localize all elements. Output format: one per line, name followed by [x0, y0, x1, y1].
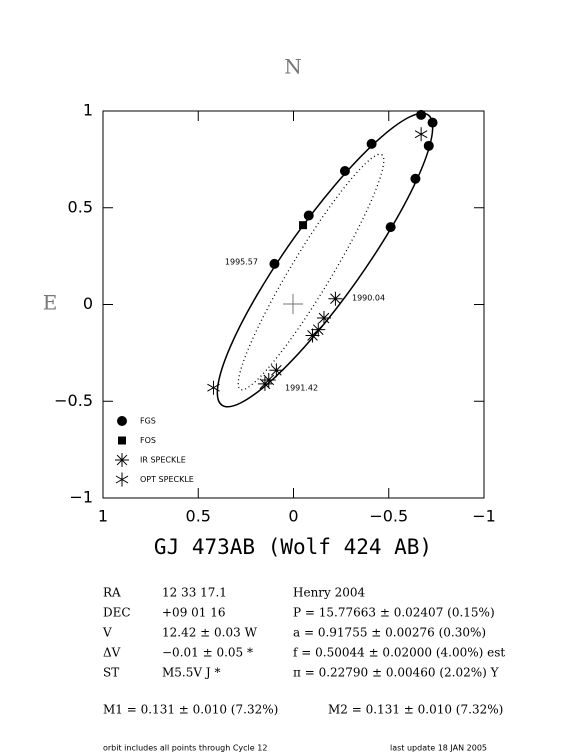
- point: [410, 173, 421, 184]
- y-tick-label: 0: [83, 294, 93, 313]
- point: [385, 222, 396, 233]
- point: [269, 258, 280, 269]
- point: [269, 363, 284, 378]
- point: [311, 322, 326, 337]
- x-tick-label: 1: [98, 507, 108, 526]
- legend-marker: [118, 436, 126, 445]
- annotation: 1990.04: [352, 294, 385, 303]
- legend-marker: [115, 472, 129, 487]
- point: [414, 127, 428, 142]
- info-text: −0.01 ± 0.05 *: [162, 646, 253, 660]
- annotation: 1991.42: [285, 384, 318, 393]
- point: [366, 138, 377, 149]
- info-text: 12 33 17.1: [162, 586, 227, 600]
- true-orbit: [237, 153, 385, 391]
- info-text: V: [102, 626, 112, 640]
- point: [339, 165, 350, 176]
- x-tick-label: −1: [472, 507, 496, 526]
- legend-marker: [115, 453, 129, 467]
- y-tick-label: 0.5: [68, 197, 93, 216]
- point: [316, 311, 331, 326]
- info-text: ΔV: [103, 646, 121, 660]
- x-tick-label: 0.5: [186, 507, 211, 526]
- footer-text: orbit includes all points through Cycle …: [103, 744, 267, 753]
- info-text: Henry 2004: [293, 586, 366, 600]
- legend-label: IR SPECKLE: [140, 456, 186, 465]
- info-text: f = 0.50044 ± 0.02000 (4.00%) est: [293, 646, 505, 660]
- center-cross: [283, 294, 303, 314]
- info-text: π = 0.22790 ± 0.00460 (2.02%) Y: [293, 666, 500, 680]
- point: [416, 109, 427, 120]
- east-label: E: [43, 291, 58, 315]
- x-tick-label: −0.5: [369, 507, 408, 526]
- info-text: 12.42 ± 0.03 W: [162, 626, 258, 640]
- point: [257, 376, 272, 391]
- orbit: [216, 112, 434, 408]
- point: [305, 328, 320, 343]
- point: [427, 117, 438, 128]
- y-tick-label: −1: [69, 488, 93, 507]
- info-text: DEC: [103, 606, 131, 620]
- info-text: P = 15.77663 ± 0.02407 (0.15%): [293, 606, 495, 620]
- point: [328, 291, 343, 306]
- info-text: a = 0.91755 ± 0.00276 (0.30%): [293, 626, 486, 640]
- legend-label: OPT SPECKLE: [140, 475, 194, 484]
- y-tick-label: −0.5: [54, 391, 93, 410]
- north-label: N: [284, 55, 302, 79]
- info-block: RA 12 33 17.1 Henry 2004 DEC +09 01 16 P = 15…: [102, 586, 505, 753]
- point: [299, 221, 308, 230]
- info-text: M5.5V J *: [162, 666, 220, 680]
- y-tick-label: 1: [83, 101, 93, 120]
- legend-marker: [117, 416, 127, 426]
- footer-text: last update 18 JAN 2005: [390, 744, 487, 753]
- info-text: ST: [103, 666, 119, 680]
- info-text: RA: [103, 586, 121, 600]
- x-tick-label: 0: [288, 507, 298, 526]
- mass-text: M2 = 0.131 ± 0.010 (7.32%): [328, 703, 503, 717]
- point: [207, 380, 220, 395]
- point: [423, 140, 434, 151]
- legend-label: FGS: [140, 417, 156, 426]
- point: [303, 210, 314, 221]
- annotation: 1995.57: [225, 258, 258, 267]
- legend-label: FOS: [140, 436, 156, 445]
- x-axis-title: GJ 473AB (Wolf 424 AB): [154, 535, 432, 559]
- mass-text: M1 = 0.131 ± 0.010 (7.32%): [103, 703, 278, 717]
- info-text: +09 01 16: [162, 606, 226, 620]
